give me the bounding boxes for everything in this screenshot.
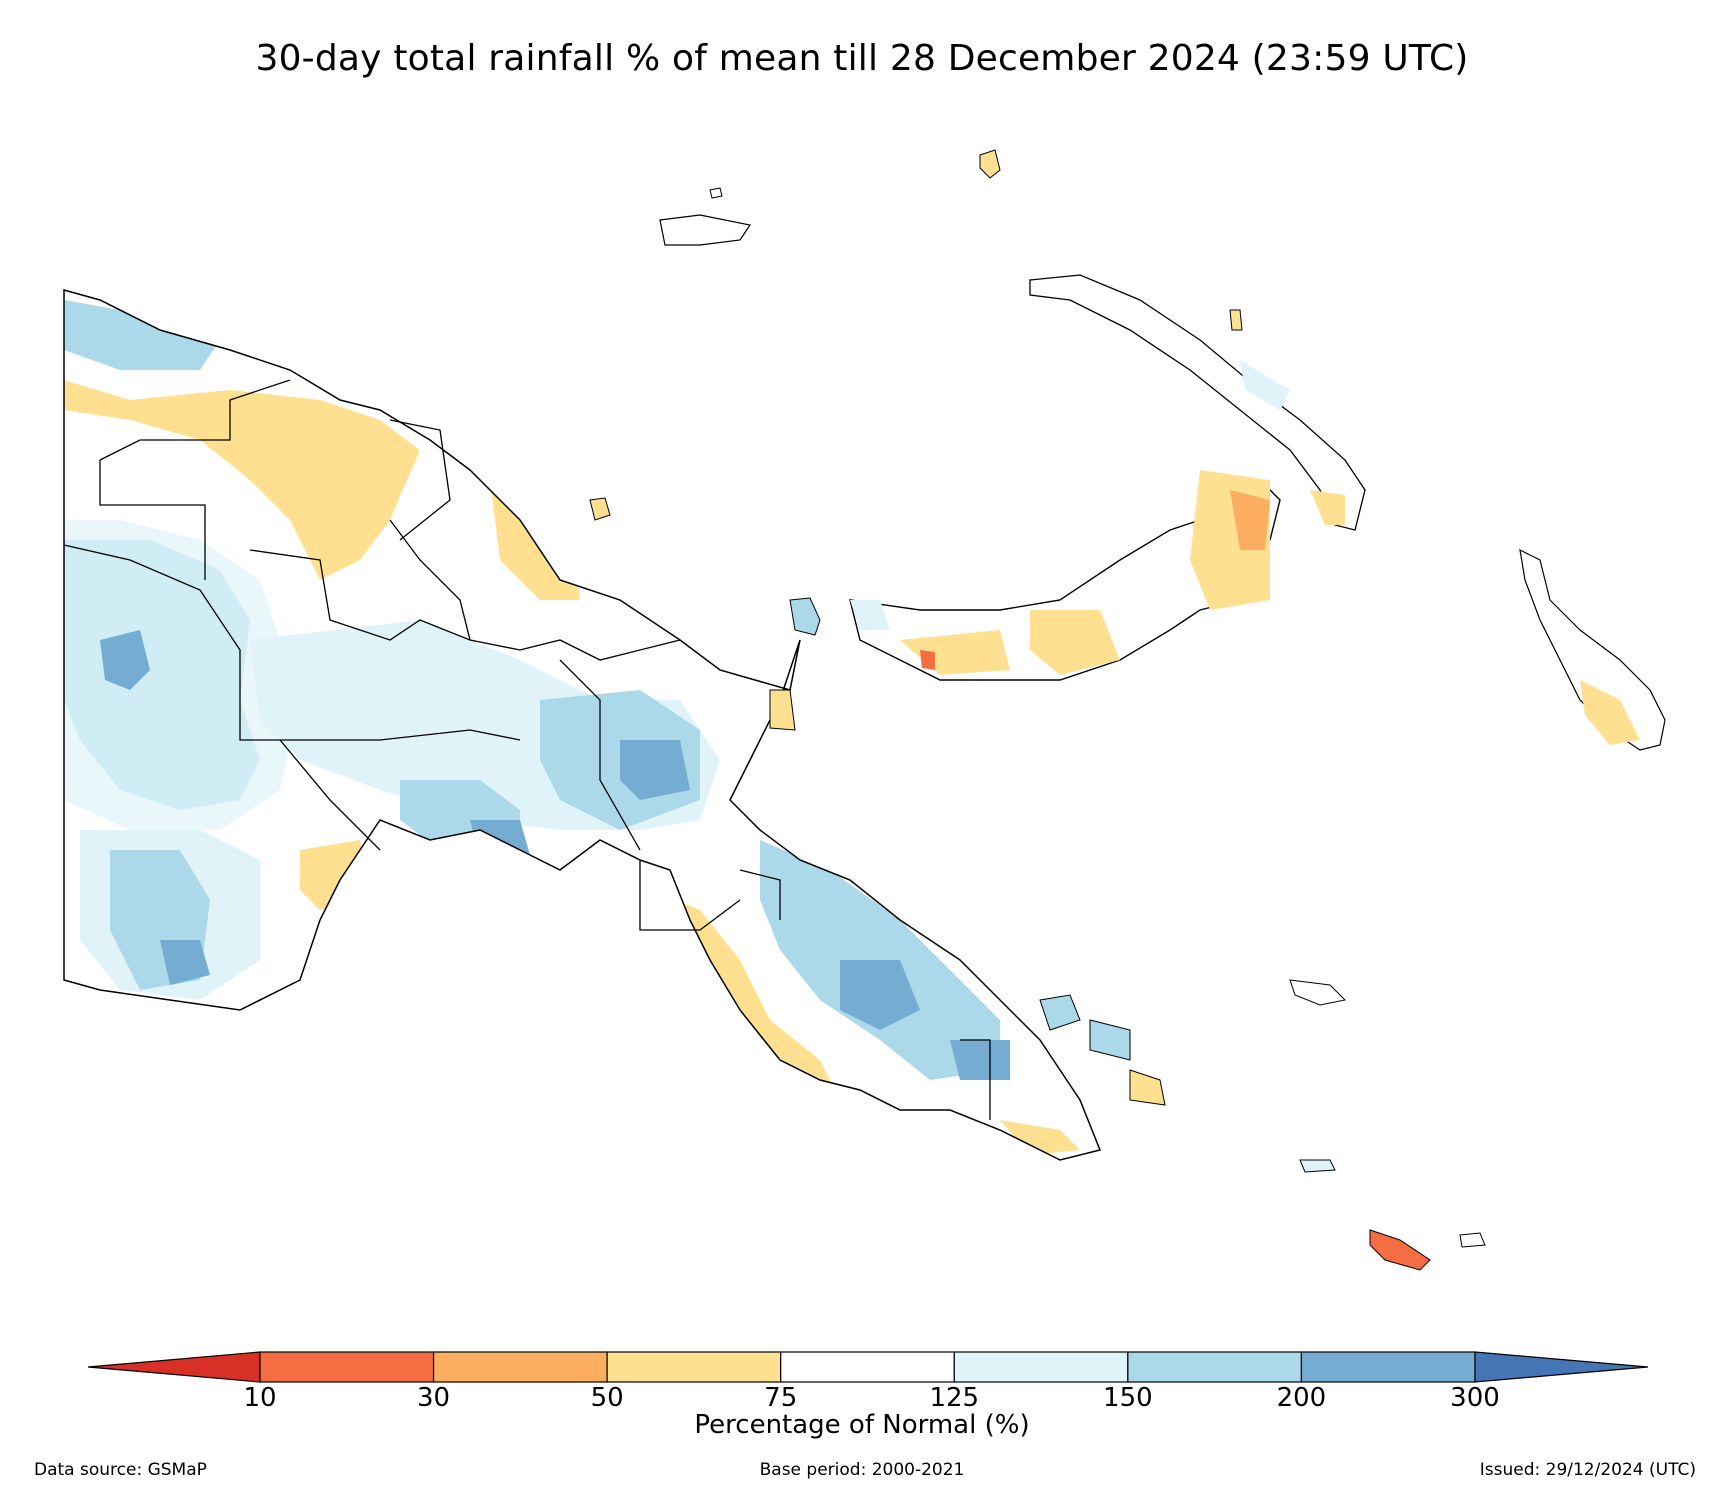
colorbar-segment bbox=[259, 1351, 435, 1383]
colorbar-extend-high bbox=[1474, 1351, 1649, 1383]
colorbar-tick-label: 50 bbox=[590, 1383, 624, 1413]
dry-region-north bbox=[64, 380, 420, 580]
province-borders bbox=[63, 379, 991, 1120]
colorbar-segment bbox=[432, 1351, 608, 1383]
colorbar-extend-low bbox=[87, 1351, 261, 1383]
small-islands bbox=[589, 187, 1486, 1271]
colorbar-tick-label: 75 bbox=[764, 1383, 798, 1413]
colorbar-tick-label: 125 bbox=[929, 1383, 980, 1413]
data-source-note: Data source: GSMaP bbox=[34, 1460, 207, 1480]
colorbar-tick-label: 200 bbox=[1276, 1383, 1327, 1413]
colorbar-tick-label: 10 bbox=[243, 1383, 277, 1413]
colorbar-segment bbox=[1127, 1351, 1303, 1383]
manus-island bbox=[659, 149, 1001, 246]
base-period-note: Base period: 2000-2021 bbox=[759, 1460, 965, 1480]
new-ireland bbox=[1029, 274, 1366, 531]
colorbar-tick-label: 300 bbox=[1450, 1383, 1500, 1413]
colorbar-segment bbox=[953, 1351, 1129, 1383]
colorbar-label: Percentage of Normal (%) bbox=[694, 1410, 1030, 1440]
colorbar-segment bbox=[780, 1351, 955, 1383]
colorbar-tick-label: 150 bbox=[1103, 1383, 1153, 1413]
bougainville bbox=[1519, 548, 1666, 751]
colorbar-segment bbox=[1300, 1351, 1476, 1383]
colorbar-tick-label: 30 bbox=[417, 1383, 451, 1413]
colorbar-segment bbox=[606, 1351, 782, 1383]
colorbar-segments bbox=[87, 1351, 1649, 1383]
new-britain bbox=[849, 470, 1281, 681]
map-title: 30-day total rainfall % of mean till 28 … bbox=[255, 38, 1469, 79]
issued-date-note: Issued: 29/12/2024 (UTC) bbox=[1479, 1460, 1696, 1480]
